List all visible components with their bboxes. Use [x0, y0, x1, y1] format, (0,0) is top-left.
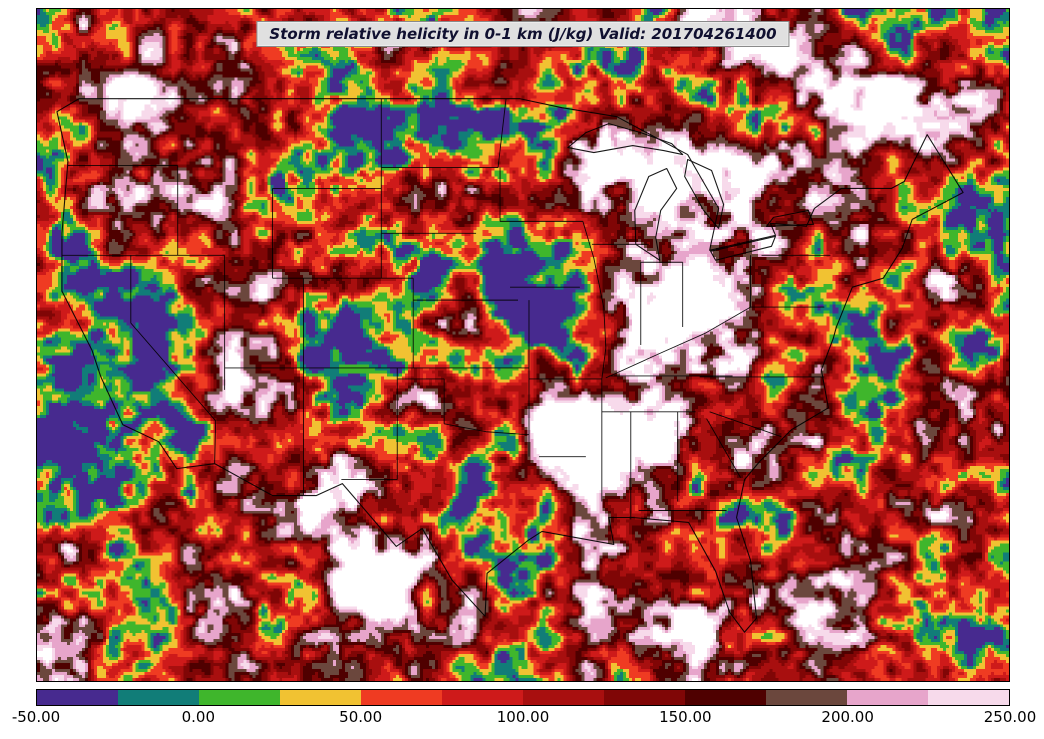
colorbar-tick-label: 50.00: [339, 708, 383, 726]
colorbar-segment: [118, 690, 199, 705]
colorbar-segment: [199, 690, 280, 705]
map-title: Storm relative helicity in 0-1 km (J/kg)…: [256, 21, 790, 47]
colorbar-segment: [604, 690, 685, 705]
colorbar-tick-label: 250.00: [983, 708, 1037, 726]
colorbar-tick-label: 0.00: [181, 708, 216, 726]
colorbar-segment: [442, 690, 523, 705]
colorbar-segment: [361, 690, 442, 705]
helicity-map: Storm relative helicity in 0-1 km (J/kg)…: [36, 8, 1010, 682]
colorbar-segment: [37, 690, 118, 705]
colorbar-segment: [847, 690, 928, 705]
colorbar-segment: [280, 690, 361, 705]
colorbar-tick-label: 150.00: [659, 708, 712, 726]
colorbar-tick-label: -50.00: [11, 708, 61, 726]
colorbar: [36, 689, 1010, 706]
colorbar-tick-label: 200.00: [821, 708, 874, 726]
colorbar-tick-label: 100.00: [496, 708, 550, 726]
helicity-field-canvas: [37, 9, 1009, 681]
colorbar-segment: [523, 690, 604, 705]
colorbar-segment: [685, 690, 766, 705]
colorbar-ticks: -50.00 0.00 50.00 100.00 150.00 200.00 250.00: [12, 708, 1036, 730]
colorbar-segment: [766, 690, 847, 705]
colorbar-segment: [928, 690, 1009, 705]
